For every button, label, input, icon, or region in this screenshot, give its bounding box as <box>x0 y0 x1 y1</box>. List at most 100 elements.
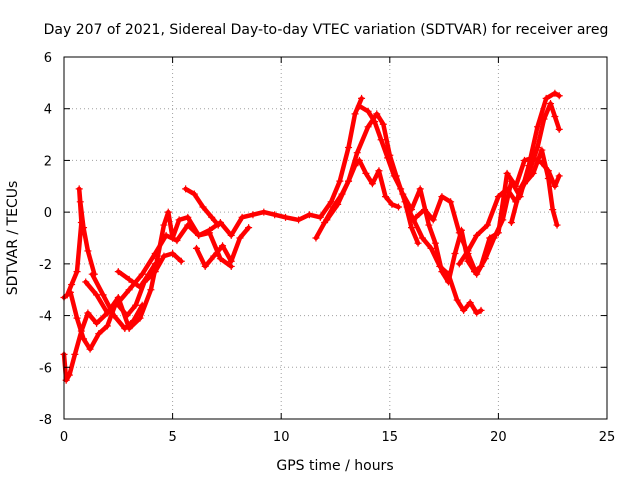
data-point-marker <box>73 268 81 276</box>
y-tick-label: -4 <box>39 310 52 325</box>
data-point-marker <box>447 198 455 206</box>
data-point-marker <box>260 208 268 216</box>
data-point-marker <box>271 211 279 219</box>
data-point-marker <box>481 255 489 263</box>
x-tick-label: 0 <box>60 430 68 445</box>
data-point-marker <box>71 350 79 358</box>
satellite-track-5 <box>89 271 145 331</box>
data-point-marker <box>394 203 402 211</box>
x-tick-label: 10 <box>273 430 290 445</box>
data-point-marker <box>305 211 313 219</box>
y-tick-labels: -8 -6 -4 -2 0 2 4 6 <box>39 51 52 428</box>
data-point-marker <box>80 224 88 232</box>
satellite-track-14 <box>457 147 560 267</box>
data-point-marker <box>408 206 416 214</box>
data-point-marker <box>312 234 320 242</box>
data-point-marker <box>418 234 426 242</box>
y-tick-label: 6 <box>44 51 52 66</box>
data-point-marker <box>195 231 203 239</box>
y-tick-label: 4 <box>44 103 52 118</box>
data-point-marker <box>364 107 372 115</box>
data-point-marker <box>425 221 433 229</box>
data-point-marker <box>390 172 398 180</box>
satellite-track-15 <box>509 101 562 225</box>
data-point-marker <box>375 167 383 175</box>
data-point-marker <box>227 257 235 265</box>
data-point-marker <box>103 309 111 317</box>
satellite-track-13 <box>413 90 562 277</box>
data-point-marker <box>364 123 372 131</box>
data-point-marker <box>145 270 153 278</box>
x-tick-label: 25 <box>599 430 616 445</box>
data-point-marker <box>444 278 452 286</box>
data-point-marker <box>542 94 550 102</box>
data-point-marker <box>206 229 214 237</box>
data-point-marker <box>555 172 563 180</box>
data-point-marker <box>368 180 376 188</box>
data-point-marker <box>68 281 76 289</box>
data-point-marker <box>77 218 85 226</box>
data-point-marker <box>551 89 559 97</box>
data-point-marker <box>371 118 379 126</box>
data-point-marker <box>477 306 485 314</box>
data-point-marker <box>138 270 146 278</box>
data-point-marker <box>453 296 461 304</box>
data-point-marker <box>114 293 122 301</box>
data-point-marker <box>473 309 481 317</box>
data-point-marker <box>316 213 324 221</box>
data-point-marker <box>125 275 133 283</box>
x-tick-label: 15 <box>382 430 399 445</box>
satellite-track-9 <box>313 158 401 241</box>
x-axis-label: GPS time / hours <box>276 458 393 474</box>
data-point-marker <box>507 177 515 185</box>
data-point-marker <box>499 216 507 224</box>
satellite-track-6 <box>116 261 158 290</box>
data-point-marker <box>169 250 177 258</box>
data-point-marker <box>201 262 209 270</box>
data-point-marker <box>110 312 118 320</box>
data-point-marker <box>86 345 94 353</box>
data-point-marker <box>455 229 463 237</box>
data-point-marker <box>93 291 101 299</box>
data-point-marker <box>555 125 563 133</box>
data-point-marker <box>353 149 361 157</box>
data-point-marker <box>553 221 561 229</box>
data-point-marker <box>438 193 446 201</box>
data-point-marker <box>438 268 446 276</box>
data-point-marker <box>80 335 88 343</box>
data-point-marker <box>125 286 133 294</box>
data-point-marker <box>82 278 90 286</box>
data-point-marker <box>416 185 424 193</box>
data-point-marker <box>503 169 511 177</box>
data-point-marker <box>147 286 155 294</box>
data-point-marker <box>219 242 227 250</box>
data-point-marker <box>455 260 463 268</box>
y-tick-label: -8 <box>39 413 52 428</box>
data-point-marker <box>138 301 146 309</box>
data-point-marker <box>362 169 370 177</box>
data-point-marker <box>355 102 363 110</box>
data-point-marker <box>93 319 101 327</box>
data-point-marker <box>473 270 481 278</box>
data-point-marker <box>431 239 439 247</box>
data-point-marker <box>336 177 344 185</box>
satellite-track-11 <box>357 103 484 316</box>
data-point-marker <box>88 270 96 278</box>
data-point-marker <box>414 239 422 247</box>
data-point-marker <box>73 314 81 322</box>
data-point-marker <box>214 221 222 229</box>
data-point-marker <box>295 216 303 224</box>
data-point-marker <box>384 154 392 162</box>
data-point-marker <box>153 255 161 263</box>
data-point-marker <box>227 231 235 239</box>
data-point-marker <box>520 156 528 164</box>
data-point-marker <box>175 216 183 224</box>
data-point-marker <box>379 120 387 128</box>
data-point-marker <box>160 252 168 260</box>
data-point-marker <box>327 198 335 206</box>
y-tick-label: -6 <box>39 361 52 376</box>
data-point-marker <box>494 193 502 201</box>
data-point-marker <box>377 136 385 144</box>
tick-marks <box>63 56 608 420</box>
data-point-marker <box>464 247 472 255</box>
